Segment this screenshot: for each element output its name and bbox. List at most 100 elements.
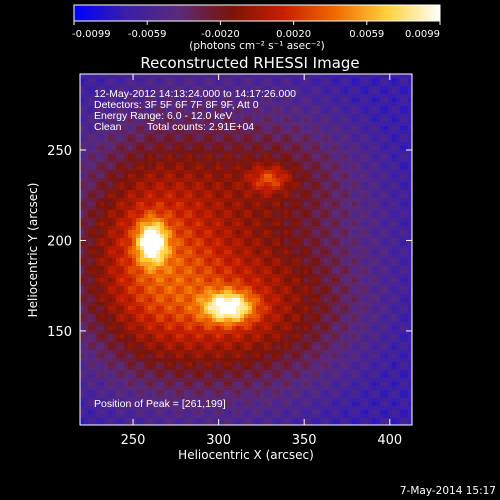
heatmap-cell (368, 286, 372, 290)
heatmap-cell (284, 278, 288, 282)
heatmap-cell (220, 218, 224, 222)
heatmap-cell (196, 118, 200, 122)
heatmap-cell (204, 102, 208, 106)
heatmap-cell (108, 282, 112, 286)
heatmap-cell (264, 266, 268, 270)
heatmap-cell (208, 258, 212, 262)
heatmap-cell (232, 158, 236, 162)
heatmap-cell (340, 110, 344, 114)
heatmap-cell (328, 194, 332, 198)
heatmap-cell (240, 254, 244, 258)
heatmap-cell (180, 94, 184, 98)
heatmap-cell (132, 206, 136, 210)
heatmap-cell (304, 294, 308, 298)
heatmap-cell (268, 110, 272, 114)
heatmap-cell (136, 302, 140, 306)
heatmap-cell (308, 202, 312, 206)
heatmap-cell (156, 122, 160, 126)
heatmap-cell (376, 106, 380, 110)
heatmap-cell (232, 250, 236, 254)
heatmap-cell (100, 190, 104, 194)
heatmap-cell (296, 162, 300, 166)
heatmap-cell (380, 302, 384, 306)
heatmap-cell (180, 114, 184, 118)
heatmap-cell (380, 202, 384, 206)
heatmap-cell (232, 290, 236, 294)
heatmap-cell (232, 246, 236, 250)
heatmap-cell (228, 82, 232, 86)
heatmap-cell (116, 290, 120, 294)
heatmap-cell (348, 198, 352, 202)
heatmap-cell (128, 130, 132, 134)
heatmap-cell (392, 130, 396, 134)
heatmap-cell (380, 170, 384, 174)
heatmap-cell (196, 246, 200, 250)
heatmap-cell (148, 78, 152, 82)
heatmap-cell (136, 238, 140, 242)
heatmap-cell (152, 82, 156, 86)
heatmap-cell (256, 130, 260, 134)
heatmap-cell (404, 102, 408, 106)
heatmap-cell (156, 154, 160, 158)
heatmap-cell (88, 194, 92, 198)
heatmap-cell (184, 254, 188, 258)
heatmap-cell (116, 154, 120, 158)
heatmap-cell (364, 274, 368, 278)
heatmap-cell (132, 298, 136, 302)
heatmap-cell (136, 194, 140, 198)
heatmap-cell (272, 194, 276, 198)
heatmap-cell (240, 98, 244, 102)
heatmap-cell (220, 142, 224, 146)
heatmap-cell (392, 178, 396, 182)
heatmap-cell (164, 90, 168, 94)
heatmap-cell (88, 178, 92, 182)
heatmap-cell (192, 266, 196, 270)
heatmap-cell (376, 310, 380, 314)
heatmap-cell (348, 94, 352, 98)
heatmap-cell (228, 162, 232, 166)
heatmap-cell (360, 126, 364, 130)
heatmap-cell (136, 174, 140, 178)
heatmap-cell (328, 126, 332, 130)
heatmap-cell (356, 290, 360, 294)
heatmap-cell (112, 222, 116, 226)
heatmap-cell (168, 230, 172, 234)
heatmap-cell (384, 102, 388, 106)
heatmap-cell (152, 170, 156, 174)
heatmap-cell (108, 82, 112, 86)
heatmap-cell (296, 246, 300, 250)
heatmap-cell (368, 166, 372, 170)
heatmap-cell (216, 82, 220, 86)
heatmap-cell (248, 210, 252, 214)
heatmap-cell (272, 282, 276, 286)
heatmap-cell (260, 166, 264, 170)
heatmap-cell (164, 226, 168, 230)
heatmap-cell (236, 270, 240, 274)
heatmap-cell (132, 94, 136, 98)
heatmap-cell (84, 226, 88, 230)
heatmap-cell (396, 258, 400, 262)
heatmap-cell (304, 246, 308, 250)
heatmap-cell (148, 270, 152, 274)
heatmap-cell (256, 182, 260, 186)
heatmap-cell (144, 310, 148, 314)
heatmap-cell (188, 198, 192, 202)
heatmap-cell (92, 310, 96, 314)
heatmap-cell (216, 234, 220, 238)
heatmap-cell (280, 74, 284, 78)
heatmap-cell (216, 202, 220, 206)
heatmap-cell (144, 106, 148, 110)
heatmap-cell (204, 306, 208, 310)
heatmap-cell (336, 274, 340, 278)
heatmap-cell (404, 182, 408, 186)
heatmap-cell (356, 298, 360, 302)
heatmap-cell (180, 222, 184, 226)
heatmap-cell (296, 178, 300, 182)
heatmap-cell (312, 210, 316, 214)
heatmap-cell (380, 114, 384, 118)
heatmap-cell (316, 170, 320, 174)
heatmap-cell (148, 262, 152, 266)
heatmap-cell (272, 74, 276, 78)
heatmap-cell (376, 138, 380, 142)
heatmap-cell (348, 98, 352, 102)
